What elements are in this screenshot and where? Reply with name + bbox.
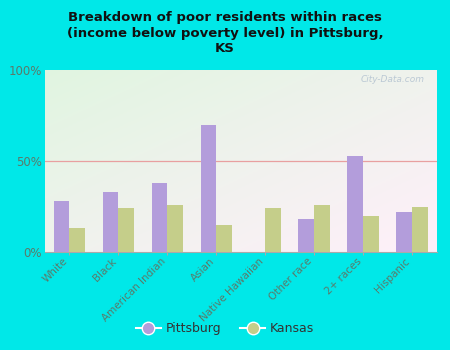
- Text: City-Data.com: City-Data.com: [361, 76, 425, 84]
- Bar: [167, 205, 183, 252]
- Bar: [201, 125, 216, 252]
- Bar: [152, 183, 167, 252]
- Bar: [265, 208, 281, 252]
- Bar: [396, 212, 412, 252]
- Text: Breakdown of poor residents within races
(income below poverty level) in Pittsbu: Breakdown of poor residents within races…: [67, 10, 383, 56]
- Bar: [412, 206, 427, 252]
- Bar: [363, 216, 379, 252]
- Bar: [347, 155, 363, 252]
- Bar: [54, 201, 69, 252]
- Bar: [69, 228, 85, 252]
- Bar: [298, 219, 314, 252]
- Bar: [118, 208, 134, 252]
- Bar: [103, 192, 118, 252]
- Legend: Pittsburg, Kansas: Pittsburg, Kansas: [130, 317, 320, 340]
- Bar: [314, 205, 330, 252]
- Bar: [216, 225, 232, 252]
